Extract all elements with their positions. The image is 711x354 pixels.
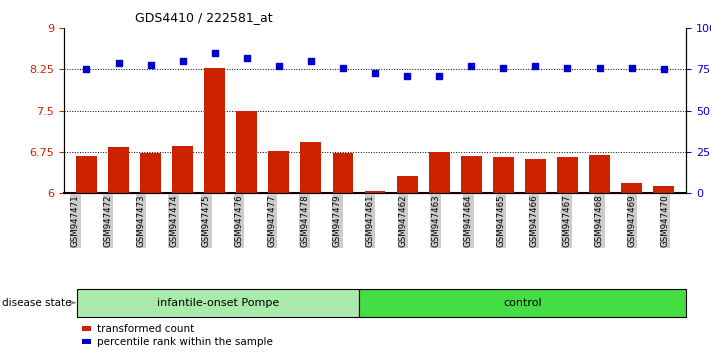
Point (658, 67, 669, 72)
Bar (653, 186, 674, 354)
FancyBboxPatch shape (359, 289, 686, 317)
Bar (76, 156, 97, 354)
FancyBboxPatch shape (82, 326, 91, 331)
Text: GSM947471: GSM947471 (71, 195, 80, 247)
Text: GSM947469: GSM947469 (628, 195, 636, 247)
Bar (397, 176, 417, 354)
Point (402, 73, 413, 79)
Point (626, 65, 637, 71)
Bar (204, 68, 225, 354)
Bar (525, 159, 546, 354)
Point (273, 63, 284, 69)
Text: infantile-onset Pompe: infantile-onset Pompe (157, 298, 279, 308)
Text: GSM947472: GSM947472 (104, 195, 113, 247)
Text: GSM947468: GSM947468 (595, 195, 604, 247)
Bar (429, 152, 449, 354)
FancyBboxPatch shape (77, 289, 359, 317)
FancyBboxPatch shape (82, 339, 91, 344)
Point (370, 70, 381, 76)
Point (177, 58, 188, 64)
Point (530, 63, 541, 69)
Point (241, 55, 252, 61)
Text: GSM947465: GSM947465 (496, 195, 506, 247)
Text: control: control (503, 298, 542, 308)
Point (466, 63, 477, 69)
Point (498, 65, 509, 71)
Text: percentile rank within the sample: percentile rank within the sample (97, 337, 272, 347)
Text: GSM947462: GSM947462 (398, 195, 407, 247)
Bar (108, 147, 129, 354)
Point (337, 65, 348, 71)
Bar (589, 154, 610, 354)
Point (145, 62, 156, 67)
Text: GSM947463: GSM947463 (431, 195, 440, 247)
Point (113, 60, 124, 66)
Text: GSM947470: GSM947470 (661, 195, 669, 247)
Text: GSM947474: GSM947474 (169, 195, 178, 247)
Text: GSM947464: GSM947464 (464, 195, 473, 247)
Text: GSM947477: GSM947477 (267, 195, 277, 247)
Bar (301, 142, 321, 354)
Bar (365, 191, 385, 354)
Point (434, 73, 445, 79)
Bar (333, 153, 353, 354)
Bar (493, 157, 514, 354)
Text: GSM947475: GSM947475 (202, 195, 211, 247)
Point (81, 67, 92, 72)
Point (594, 65, 605, 71)
Point (562, 65, 573, 71)
Bar (461, 156, 481, 354)
Text: disease state: disease state (2, 298, 75, 308)
Text: GSM947461: GSM947461 (365, 195, 375, 247)
Text: GSM947476: GSM947476 (235, 195, 244, 247)
Text: GSM947473: GSM947473 (137, 195, 146, 247)
Bar (621, 183, 642, 354)
Point (209, 50, 220, 56)
Bar (236, 111, 257, 354)
Text: transformed count: transformed count (97, 324, 194, 333)
Bar (269, 151, 289, 354)
Text: GSM947478: GSM947478 (300, 195, 309, 247)
Point (305, 58, 316, 64)
Bar (557, 157, 578, 354)
Text: GSM947466: GSM947466 (530, 195, 538, 247)
Text: GSM947467: GSM947467 (562, 195, 571, 247)
Text: GSM947479: GSM947479 (333, 195, 342, 247)
Bar (172, 146, 193, 354)
Text: GDS4410 / 222581_at: GDS4410 / 222581_at (135, 11, 273, 24)
Bar (140, 153, 161, 354)
